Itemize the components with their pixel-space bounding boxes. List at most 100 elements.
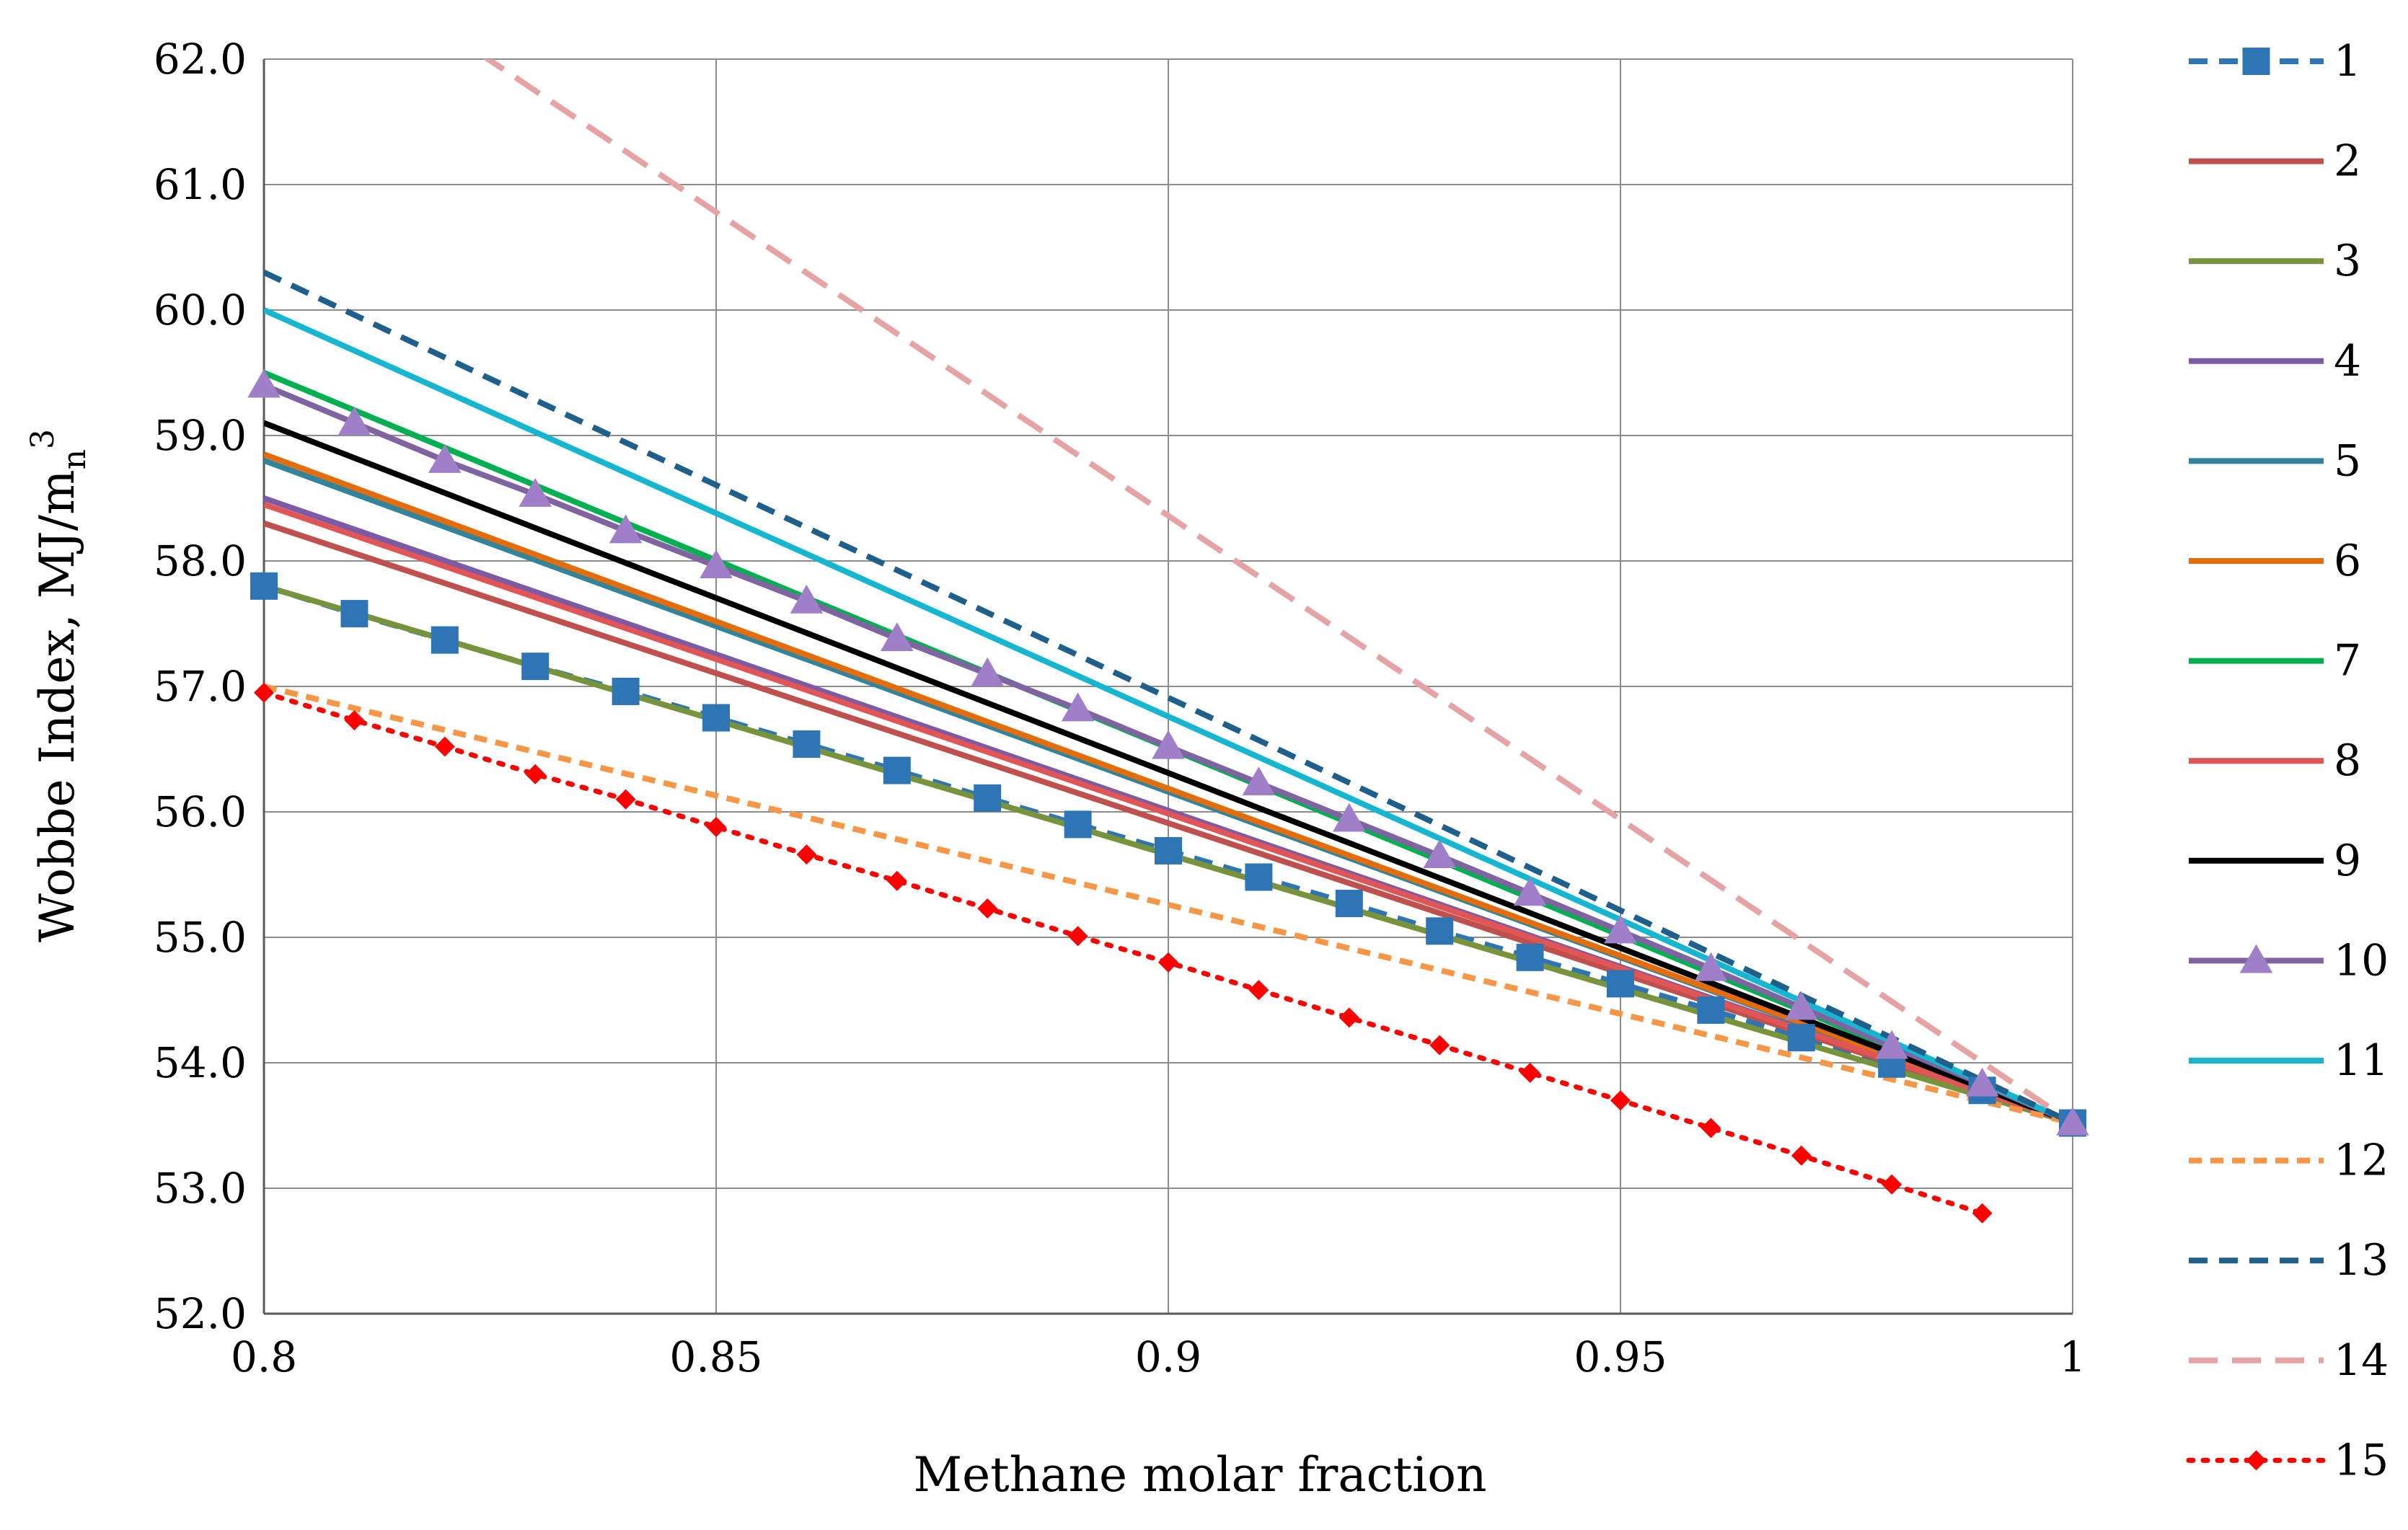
- series-15-point: [1067, 926, 1088, 947]
- series-1-point: [793, 730, 821, 759]
- series-15-point: [1701, 1118, 1721, 1138]
- y-axis-title-sup: 3: [25, 429, 61, 449]
- series-10-point: [881, 622, 914, 651]
- x-tick-label: 0.95: [1574, 1332, 1667, 1381]
- legend-label-15: 15: [2334, 1435, 2389, 1485]
- series-15-point: [344, 709, 365, 730]
- series-1-point: [1335, 890, 1363, 918]
- series-15-point: [1158, 952, 1178, 973]
- y-tick-label: 61.0: [154, 160, 247, 209]
- series-15-point: [796, 844, 817, 865]
- legend-item-11: 11: [2189, 1035, 2389, 1086]
- series-1-point: [1426, 917, 1454, 945]
- series-10-point: [700, 549, 733, 579]
- legend-label-2: 2: [2334, 136, 2361, 187]
- legend-label-5: 5: [2334, 435, 2361, 486]
- x-tick-label: 0.9: [1135, 1332, 1201, 1381]
- grid: [263, 58, 2073, 1315]
- series-1-point: [250, 572, 278, 600]
- series-line-8: [264, 501, 2073, 1126]
- legend-item-1: 1: [2189, 36, 2361, 87]
- series-10-point: [1061, 692, 1095, 722]
- legend-label-3: 3: [2334, 236, 2361, 286]
- series-10-point: [1423, 839, 1456, 868]
- legend-item-3: 3: [2189, 236, 2361, 286]
- legend-item-14: 14: [2189, 1335, 2389, 1386]
- legend-label-14: 14: [2334, 1335, 2389, 1386]
- y-axis-title-sub: n: [56, 449, 93, 469]
- series-15-point: [434, 736, 455, 757]
- series-1-point: [431, 626, 459, 654]
- series-1-point: [883, 756, 911, 784]
- legend-item-4: 4: [2189, 336, 2361, 386]
- y-tick-label: 52.0: [154, 1289, 247, 1338]
- series-10-point: [1152, 730, 1185, 759]
- series-10-point: [519, 477, 552, 507]
- series-1-point: [1607, 970, 1634, 998]
- series-1-point: [974, 784, 1002, 812]
- series-15-point: [1610, 1090, 1631, 1111]
- y-tick-label: 56.0: [154, 787, 247, 836]
- x-tick-label: 0.85: [669, 1332, 762, 1381]
- legend-item-6: 6: [2189, 536, 2361, 586]
- y-tick-label: 58.0: [154, 536, 247, 585]
- series-15-point: [886, 870, 907, 891]
- series-line-15: [264, 690, 1985, 1216]
- series-10-point: [338, 406, 371, 435]
- legend-label-4: 4: [2334, 336, 2361, 386]
- y-tick-label: 60.0: [154, 286, 247, 335]
- series-1-point: [1245, 863, 1273, 891]
- y-tick-label: 57.0: [154, 662, 247, 711]
- series-1-point: [1787, 1024, 1815, 1052]
- series-line-6: [264, 451, 2073, 1126]
- series-line-9: [264, 420, 2073, 1126]
- legend-label-1: 1: [2334, 36, 2361, 87]
- x-tick-label: 1: [2060, 1332, 2086, 1381]
- series-10-point: [1965, 1067, 1999, 1097]
- series-10-point: [1785, 991, 1818, 1020]
- series-10-point: [1242, 766, 1276, 796]
- series-1-point: [1697, 996, 1725, 1024]
- legend-item-15: 15: [2186, 1435, 2389, 1485]
- series-15-point: [706, 816, 726, 837]
- marker-layer: [247, 368, 2089, 1224]
- series-10-point: [1604, 914, 1637, 944]
- series-15-point: [615, 789, 636, 810]
- y-tick-label: 54.0: [154, 1038, 247, 1087]
- series-15-point: [525, 764, 546, 784]
- tick-labels: 52.0 53.0 54.0 55.0 56.0 57.0 58.0 59.0 60.0 61.0…: [154, 35, 2086, 1381]
- series-10-point: [2056, 1106, 2089, 1136]
- series-15-point: [1972, 1203, 1993, 1224]
- series-10-point: [1875, 1030, 1908, 1059]
- y-axis-title-main: Wobbe Index, MJ/m: [30, 469, 85, 942]
- series-1-point: [612, 677, 640, 705]
- series-10-point: [609, 514, 643, 544]
- series-10-point: [1694, 952, 1728, 981]
- y-tick-label: 59.0: [154, 411, 247, 460]
- series-1-point: [702, 704, 730, 732]
- legend-item-10: 10: [2189, 935, 2389, 986]
- series-15-point: [1882, 1174, 1902, 1195]
- legend-label-7: 7: [2334, 636, 2361, 686]
- series-line-12: [264, 684, 2073, 1126]
- series-15-point: [1338, 1007, 1359, 1028]
- y-tick-label: 53.0: [154, 1164, 247, 1213]
- series-15-point: [254, 682, 274, 703]
- legend-item-7: 7: [2189, 636, 2361, 686]
- series-10-point: [790, 584, 824, 614]
- series-15-point: [977, 898, 998, 919]
- series-1-point: [1155, 836, 1182, 865]
- series-line-14: [482, 59, 2073, 1126]
- series-1-point: [1064, 810, 1092, 839]
- legend-item-8: 8: [2189, 735, 2361, 786]
- y-tick-label: 62.0: [154, 35, 247, 84]
- legend-item-5: 5: [2189, 435, 2361, 486]
- series-10-point: [247, 368, 281, 398]
- series-layer: [264, 59, 2073, 1216]
- x-tick-label: 0.8: [231, 1332, 297, 1381]
- series-15-point: [1520, 1062, 1540, 1083]
- series-line-2: [264, 521, 2073, 1126]
- x-axis-title: Methane molar fraction: [913, 1447, 1486, 1503]
